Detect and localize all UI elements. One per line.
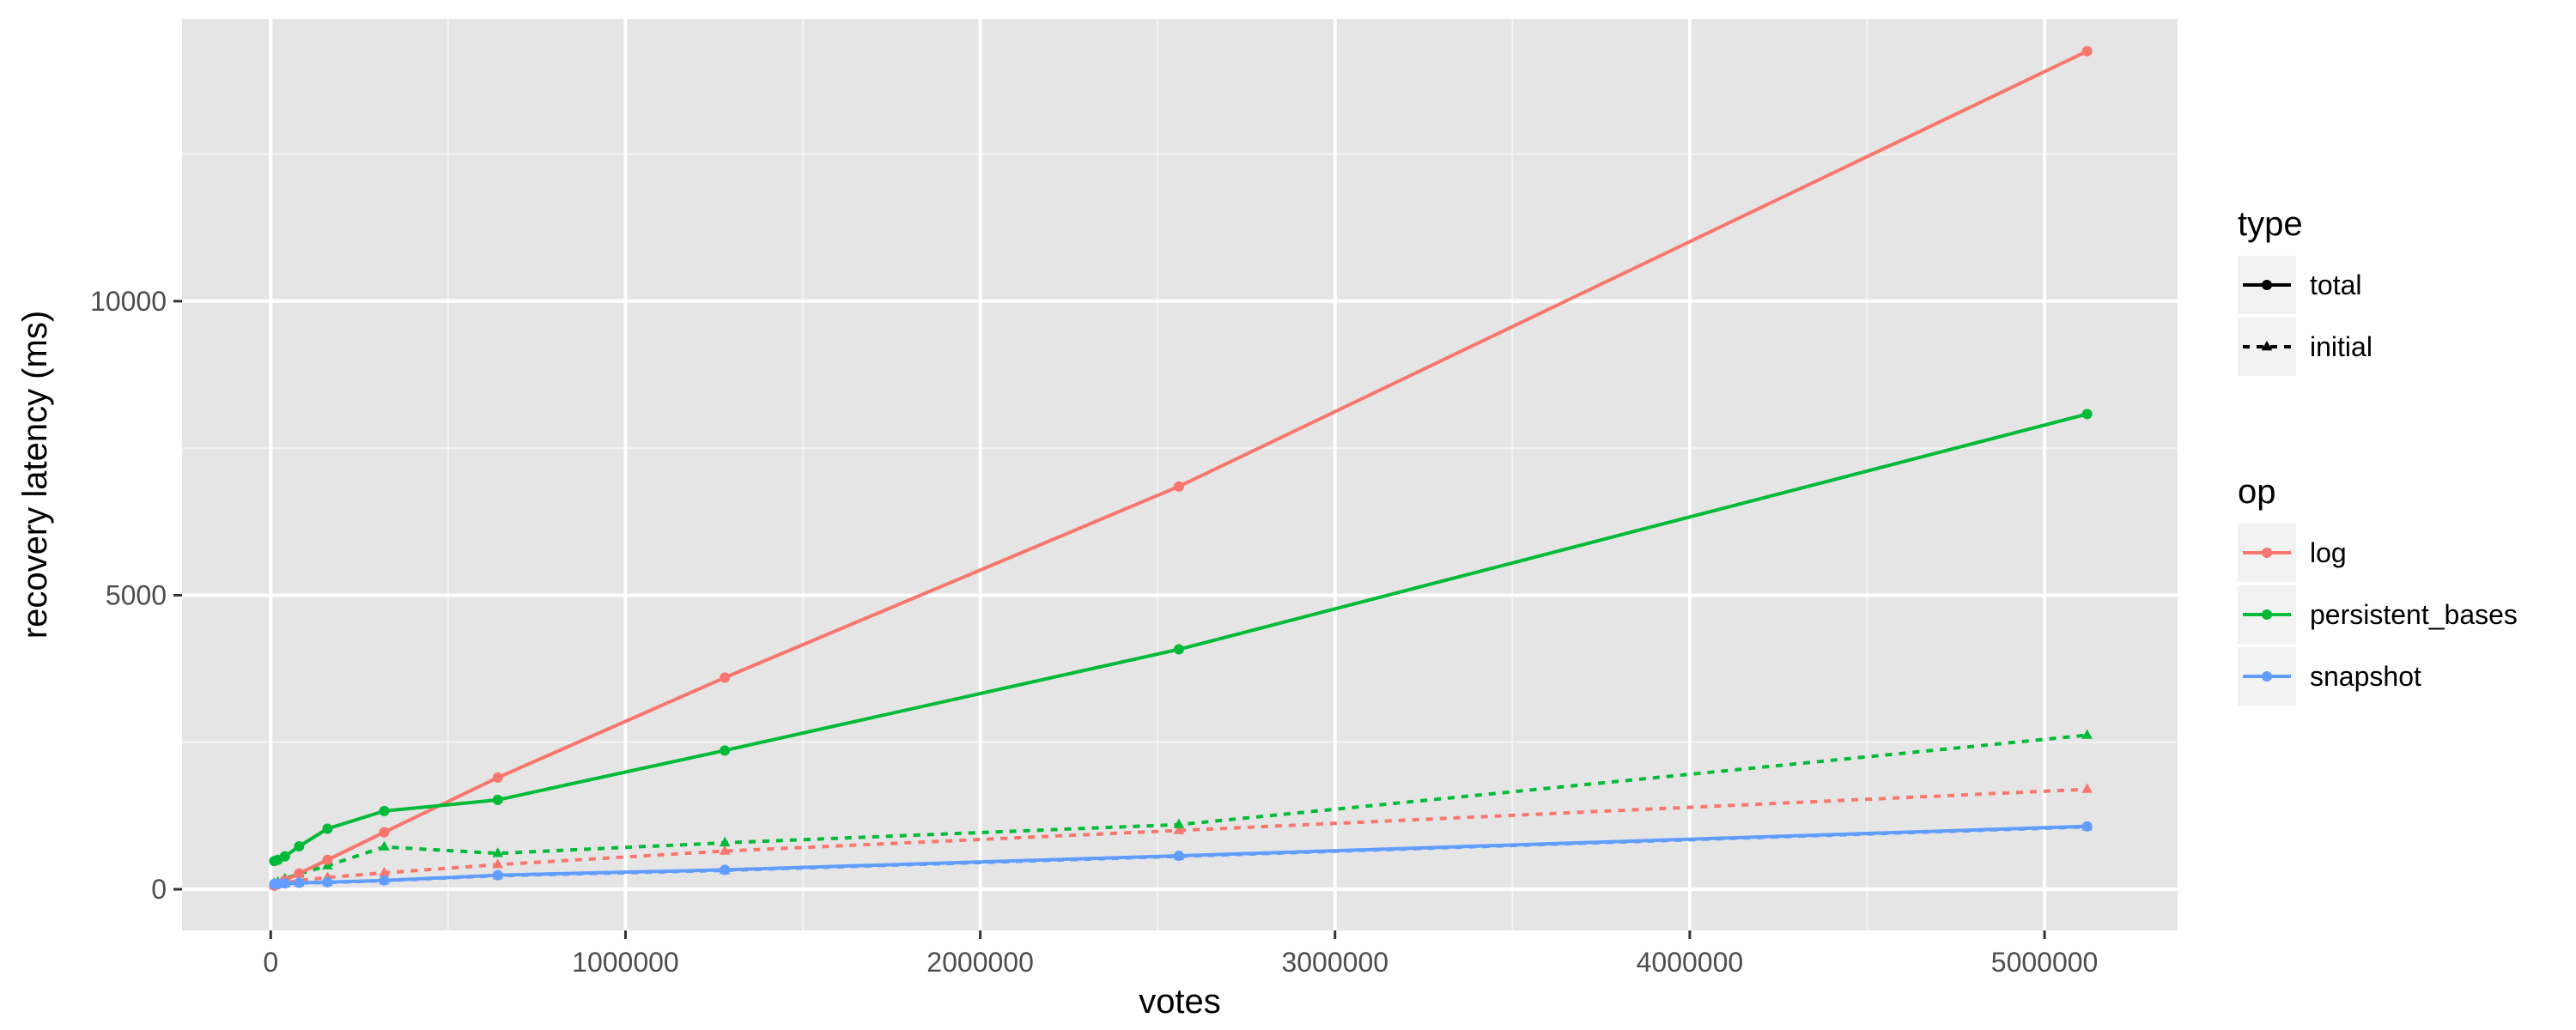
data-point	[720, 672, 731, 683]
data-point	[379, 840, 390, 851]
legend-title: type	[2238, 205, 2303, 243]
legend-entry: total	[2238, 256, 2361, 314]
series-line	[273, 733, 2087, 886]
x-tick-label: 3000000	[1281, 947, 1388, 978]
x-tick-label: 2000000	[927, 947, 1034, 978]
legend-entry: snapshot	[2238, 647, 2421, 706]
legend-title: op	[2238, 473, 2276, 511]
legend-key-marker	[2262, 280, 2272, 290]
legend-key-marker	[2262, 548, 2272, 558]
data-point	[492, 869, 503, 881]
x-axis-title: votes	[1139, 983, 1221, 1021]
data-point	[322, 854, 333, 865]
data-point	[1173, 818, 1185, 828]
y-tick-label: 10000	[90, 286, 167, 317]
grid	[182, 19, 2178, 930]
data-point	[492, 794, 503, 805]
data-point	[492, 847, 504, 857]
data-point	[2081, 409, 2093, 420]
y-tick-label: 5000	[106, 579, 167, 610]
series-persistent_bases-total	[269, 409, 2093, 867]
data-point	[2081, 45, 2093, 57]
legend-entry: log	[2238, 524, 2347, 582]
data-point	[492, 772, 503, 783]
legend-op: op log persistent_bases snapshot	[2238, 473, 2518, 706]
legend-key-marker	[2262, 671, 2272, 682]
x-tick-label: 0	[263, 947, 278, 978]
legend-key-marker	[2261, 341, 2273, 351]
data-point	[720, 864, 731, 876]
data-point	[379, 805, 390, 816]
x-tick-label: 5000000	[1991, 947, 2099, 978]
legend-label: initial	[2310, 331, 2372, 362]
data-point	[294, 877, 305, 888]
data-point	[279, 851, 290, 862]
x-tick-label: 1000000	[572, 947, 679, 978]
legend-label: snapshot	[2310, 661, 2421, 692]
legend-label: total	[2310, 270, 2361, 300]
data-point	[322, 876, 333, 888]
series-snapshot-total	[269, 821, 2093, 889]
data-point	[1173, 850, 1184, 861]
legend-entry: persistent_bases	[2238, 585, 2518, 644]
y-tick-label: 0	[151, 874, 167, 905]
data-point	[2081, 729, 2093, 739]
series-line	[273, 787, 2087, 888]
data-point	[2081, 783, 2093, 793]
x-tick-label: 4000000	[1637, 947, 1744, 978]
legend-entry: initial	[2238, 318, 2372, 376]
y-axis: 0 5000 10000	[90, 286, 182, 905]
data-point	[279, 878, 290, 889]
series-layer	[269, 45, 2093, 891]
data-point	[719, 845, 731, 855]
data-point	[2081, 821, 2093, 832]
data-point	[294, 841, 305, 852]
y-axis-title: recovery latency (ms)	[16, 311, 54, 639]
data-point	[1173, 824, 1185, 834]
data-point	[379, 827, 390, 838]
data-point	[294, 868, 305, 879]
data-point	[379, 875, 390, 886]
x-axis: 0 1000000 2000000 3000000 4000000 5000000	[263, 930, 2098, 978]
legend-label: persistent_bases	[2310, 599, 2518, 630]
data-point	[492, 858, 504, 869]
legend-key-marker	[2262, 609, 2272, 620]
data-point	[1173, 644, 1184, 655]
data-point	[379, 866, 390, 877]
legend-label: log	[2310, 537, 2347, 568]
data-point	[719, 836, 731, 847]
data-point	[322, 823, 333, 834]
plot-panel	[182, 19, 2178, 930]
data-point	[720, 745, 731, 756]
data-point	[1173, 481, 1184, 492]
